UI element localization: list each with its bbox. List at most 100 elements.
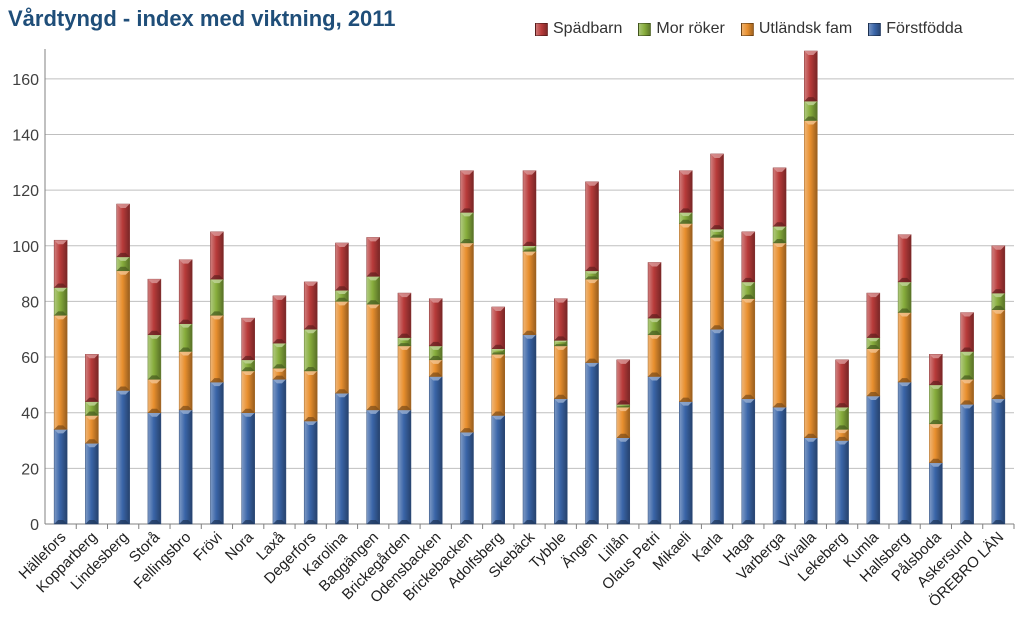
bar-bevel bbox=[773, 222, 787, 227]
bar-segment-sp-dbarn bbox=[366, 237, 380, 277]
bar-bevel bbox=[835, 425, 849, 430]
bar-bevel bbox=[85, 520, 99, 524]
bar-segment-utl-ndsk-fam bbox=[929, 423, 943, 464]
bar-bevel bbox=[585, 270, 599, 274]
bar-bevel bbox=[366, 304, 380, 309]
bar-bevel bbox=[960, 379, 974, 384]
bar-segment-sp-dbarn bbox=[679, 170, 693, 213]
bar-bevel bbox=[804, 437, 818, 442]
bar-bevel bbox=[241, 359, 255, 364]
bar-bevel bbox=[335, 286, 349, 291]
bar-segment-sp-dbarn bbox=[647, 262, 662, 319]
bar-segment-f-rstf-dda bbox=[428, 376, 443, 525]
bar-bevel bbox=[616, 520, 630, 524]
bar-bevel bbox=[523, 334, 536, 339]
y-tick-label: 120 bbox=[12, 183, 39, 200]
bar-bevel bbox=[554, 340, 568, 343]
bar-bevel bbox=[710, 325, 724, 330]
bar-bevel bbox=[491, 354, 505, 359]
bar-segment-sp-dbarn bbox=[741, 231, 756, 283]
bar-bevel bbox=[773, 520, 787, 524]
bar-segment-utl-ndsk-fam bbox=[335, 301, 349, 394]
bar-segment-sp-dbarn bbox=[303, 281, 318, 330]
y-tick-label: 80 bbox=[21, 294, 39, 311]
bar-bevel bbox=[429, 520, 443, 524]
bar-segment-f-rstf-dda bbox=[53, 429, 68, 525]
bar-segment-sp-dbarn bbox=[178, 259, 193, 324]
bar-bevel bbox=[304, 370, 318, 375]
bar-segment-f-rstf-dda bbox=[241, 412, 255, 525]
bar-bevel bbox=[523, 330, 536, 335]
bar-segment-f-rstf-dda bbox=[85, 443, 99, 525]
bar-segment-f-rstf-dda bbox=[679, 401, 693, 525]
bar-bevel bbox=[898, 277, 912, 282]
bar-bevel bbox=[991, 398, 1005, 403]
bar-bevel bbox=[335, 520, 349, 524]
bar-bevel bbox=[554, 394, 568, 399]
bar-segment-utl-ndsk-fam bbox=[178, 351, 193, 411]
bar-bevel bbox=[147, 520, 161, 524]
bar-bevel bbox=[585, 358, 599, 363]
bar-bevel bbox=[116, 252, 130, 257]
bar-bevel bbox=[960, 312, 974, 317]
bar-bevel bbox=[241, 520, 255, 524]
bar-bevel bbox=[54, 240, 68, 245]
bar-segment-f-rstf-dda bbox=[491, 415, 505, 525]
bar-segment-utl-ndsk-fam bbox=[991, 309, 1006, 400]
bar-bevel bbox=[616, 359, 630, 364]
bar-bevel bbox=[679, 212, 693, 217]
bar-bevel bbox=[116, 204, 130, 209]
bar-bevel bbox=[460, 432, 474, 437]
bar-bevel bbox=[616, 437, 630, 442]
bar-segment-utl-ndsk-fam bbox=[53, 315, 68, 430]
bar-bevel bbox=[429, 372, 443, 377]
bar-bevel bbox=[773, 167, 787, 172]
bar-segment-utl-ndsk-fam bbox=[741, 298, 756, 400]
bar-bevel bbox=[773, 238, 787, 243]
bar-segment-sp-dbarn bbox=[460, 170, 474, 213]
bar-bevel bbox=[397, 337, 411, 341]
bar-bevel bbox=[460, 238, 474, 243]
bar-bevel bbox=[54, 429, 68, 434]
bar-bevel bbox=[804, 97, 818, 102]
bar-segment-f-rstf-dda bbox=[460, 431, 474, 525]
bar-segment-f-rstf-dda bbox=[897, 381, 912, 525]
bar-bevel bbox=[804, 116, 818, 121]
bar-bevel bbox=[773, 242, 787, 247]
bar-segment-f-rstf-dda bbox=[335, 392, 349, 525]
bar-segment-mor-r-ker bbox=[960, 351, 974, 380]
bar-bevel bbox=[679, 520, 693, 524]
bar-bevel bbox=[554, 344, 568, 346]
bar-bevel bbox=[210, 279, 224, 284]
bar-bevel bbox=[835, 440, 849, 445]
bar-bevel bbox=[85, 397, 99, 402]
bar-bevel bbox=[991, 289, 1005, 294]
bar-segment-mor-r-ker bbox=[178, 323, 193, 352]
bar-segment-f-rstf-dda bbox=[272, 379, 287, 525]
legend-swatch bbox=[535, 22, 548, 36]
bar-bevel bbox=[773, 403, 787, 408]
bar-bevel bbox=[147, 279, 161, 284]
bar-bevel bbox=[241, 318, 255, 323]
bar-bevel bbox=[960, 347, 974, 352]
bar-bevel bbox=[835, 359, 849, 364]
bar-segment-utl-ndsk-fam bbox=[804, 120, 818, 438]
bar-bevel bbox=[616, 407, 630, 412]
bar-bevel bbox=[179, 520, 193, 524]
bar-bevel bbox=[116, 270, 130, 275]
bar-bevel bbox=[116, 390, 130, 395]
bar-bevel bbox=[991, 305, 1005, 310]
legend-item: Spädbarn bbox=[535, 20, 622, 38]
bar-bevel bbox=[397, 345, 411, 350]
bar-bevel bbox=[523, 520, 536, 524]
bar-bevel bbox=[85, 443, 99, 448]
bar-bevel bbox=[773, 226, 787, 231]
bar-segment-f-rstf-dda bbox=[554, 398, 568, 525]
bar-bevel bbox=[648, 314, 662, 319]
bar-bevel bbox=[679, 401, 693, 406]
bar-bevel bbox=[429, 355, 443, 360]
x-tick-label: Ängen bbox=[558, 529, 601, 572]
chart-title: Vårdtyngd - index med viktning, 2011 bbox=[8, 6, 396, 31]
bar-bevel bbox=[523, 251, 536, 256]
bar-bevel bbox=[960, 351, 974, 356]
